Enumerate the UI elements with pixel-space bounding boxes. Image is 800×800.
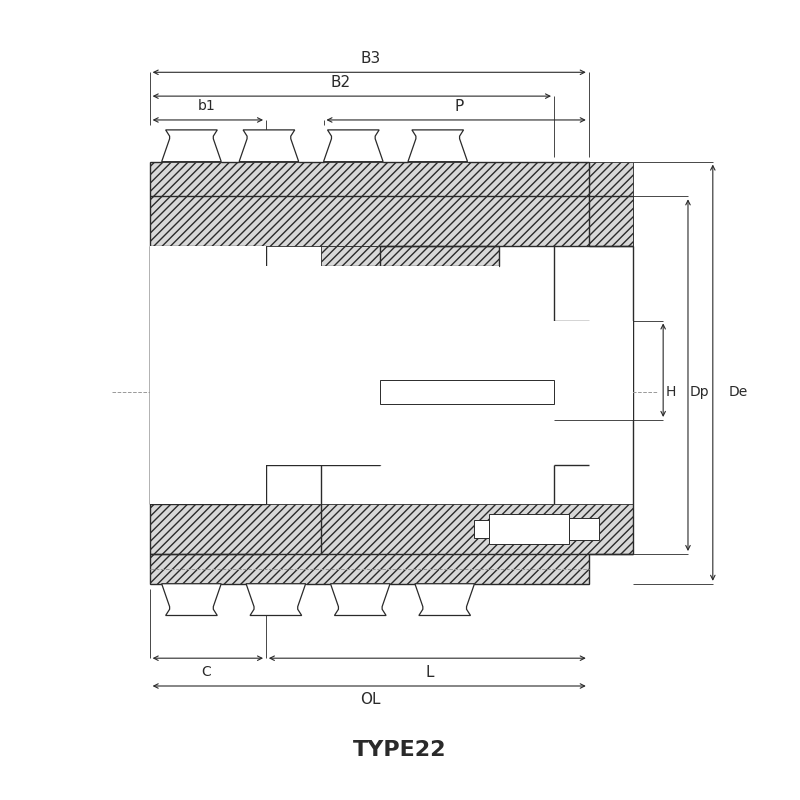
Bar — [150, 504, 634, 554]
Bar — [474, 520, 490, 538]
Text: C: C — [202, 665, 211, 679]
Text: B2: B2 — [330, 74, 350, 90]
Text: P: P — [455, 98, 464, 114]
Text: L: L — [426, 665, 434, 679]
Bar — [150, 554, 589, 584]
Polygon shape — [408, 130, 467, 162]
Text: b1: b1 — [198, 99, 215, 113]
Bar — [266, 266, 499, 321]
Polygon shape — [239, 130, 298, 162]
Polygon shape — [162, 130, 222, 162]
Text: De: De — [729, 385, 748, 399]
Bar — [380, 380, 554, 404]
Bar — [150, 321, 634, 420]
Polygon shape — [162, 584, 222, 615]
Polygon shape — [323, 130, 383, 162]
Polygon shape — [330, 584, 390, 615]
Bar — [266, 420, 499, 465]
Bar — [589, 162, 634, 246]
Polygon shape — [415, 584, 474, 615]
Bar — [321, 246, 499, 266]
Text: B3: B3 — [360, 51, 380, 66]
Bar — [569, 518, 598, 540]
Text: TYPE22: TYPE22 — [354, 739, 446, 759]
Polygon shape — [246, 584, 306, 615]
Bar — [150, 162, 589, 197]
Text: OL: OL — [360, 693, 381, 707]
Bar — [150, 197, 634, 246]
Text: Dp: Dp — [690, 385, 710, 399]
Bar — [490, 514, 569, 544]
Bar — [150, 246, 266, 321]
Bar — [150, 420, 266, 504]
Text: H: H — [665, 385, 675, 399]
